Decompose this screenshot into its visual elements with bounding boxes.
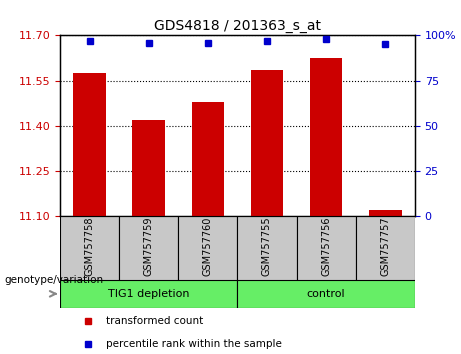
Bar	[369, 210, 402, 216]
Bar	[60, 280, 237, 308]
Bar	[251, 70, 283, 216]
Text: percentile rank within the sample: percentile rank within the sample	[106, 339, 282, 349]
Bar	[356, 216, 415, 280]
Text: transformed count: transformed count	[106, 316, 203, 326]
Bar	[119, 216, 178, 280]
Bar	[237, 216, 296, 280]
Text: GSM757760: GSM757760	[203, 217, 213, 276]
Bar	[73, 73, 106, 216]
Bar	[132, 120, 165, 216]
Bar	[178, 216, 237, 280]
Bar	[237, 280, 415, 308]
Bar	[192, 102, 224, 216]
Bar	[296, 216, 356, 280]
Bar	[310, 58, 343, 216]
Text: TIG1 depletion: TIG1 depletion	[108, 289, 189, 299]
Text: control: control	[307, 289, 345, 299]
Text: GSM757759: GSM757759	[144, 217, 154, 276]
Text: GSM757757: GSM757757	[380, 217, 390, 276]
Text: GSM757758: GSM757758	[84, 217, 95, 276]
Text: genotype/variation: genotype/variation	[5, 275, 104, 285]
Title: GDS4818 / 201363_s_at: GDS4818 / 201363_s_at	[154, 19, 321, 33]
Text: GSM757755: GSM757755	[262, 217, 272, 276]
Bar	[60, 216, 119, 280]
Text: GSM757756: GSM757756	[321, 217, 331, 276]
